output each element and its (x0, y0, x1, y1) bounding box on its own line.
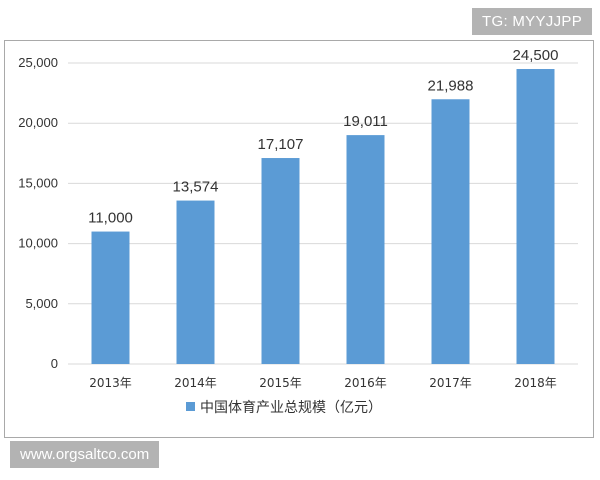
x-tick-label: 2013年 (89, 376, 132, 390)
data-label: 21,988 (428, 77, 474, 94)
y-tick-label: 0 (51, 356, 58, 371)
bar (176, 200, 215, 364)
y-tick-label: 15,000 (18, 175, 58, 190)
data-label: 17,107 (258, 136, 304, 153)
legend-label: 中国体育产业总规模（亿元） (200, 400, 382, 416)
legend-swatch (186, 402, 195, 411)
y-tick-label: 25,000 (18, 55, 58, 70)
y-tick-label: 20,000 (18, 115, 58, 130)
y-tick-label: 10,000 (18, 236, 58, 251)
x-tick-label: 2016年 (344, 376, 387, 390)
bar (91, 231, 130, 364)
data-label: 11,000 (88, 210, 133, 227)
data-label: 13,574 (173, 179, 219, 196)
x-tick-label: 2014年 (174, 376, 217, 390)
bar (516, 69, 555, 365)
x-tick-label: 2017年 (429, 376, 472, 390)
bar (431, 99, 470, 365)
x-tick-label: 2018年 (514, 376, 557, 390)
bar (346, 135, 385, 364)
y-tick-label: 5,000 (25, 296, 58, 311)
data-label: 19,011 (343, 113, 388, 130)
data-label: 24,500 (513, 47, 559, 64)
x-tick-label: 2015年 (259, 376, 302, 390)
watermark-url: www.orgsaltco.com (10, 441, 160, 468)
watermark-tag: TG: MYYJJPP (472, 8, 592, 35)
bar (261, 158, 300, 364)
